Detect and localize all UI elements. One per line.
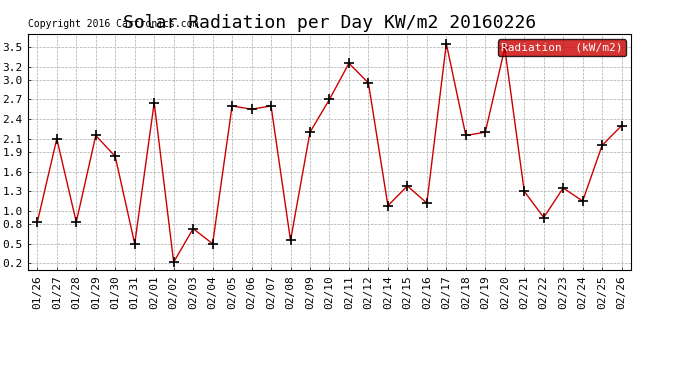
- Title: Solar Radiation per Day KW/m2 20160226: Solar Radiation per Day KW/m2 20160226: [123, 14, 536, 32]
- Legend: Radiation  (kW/m2): Radiation (kW/m2): [497, 39, 626, 56]
- Text: Copyright 2016 Cartronics.com: Copyright 2016 Cartronics.com: [28, 19, 198, 29]
